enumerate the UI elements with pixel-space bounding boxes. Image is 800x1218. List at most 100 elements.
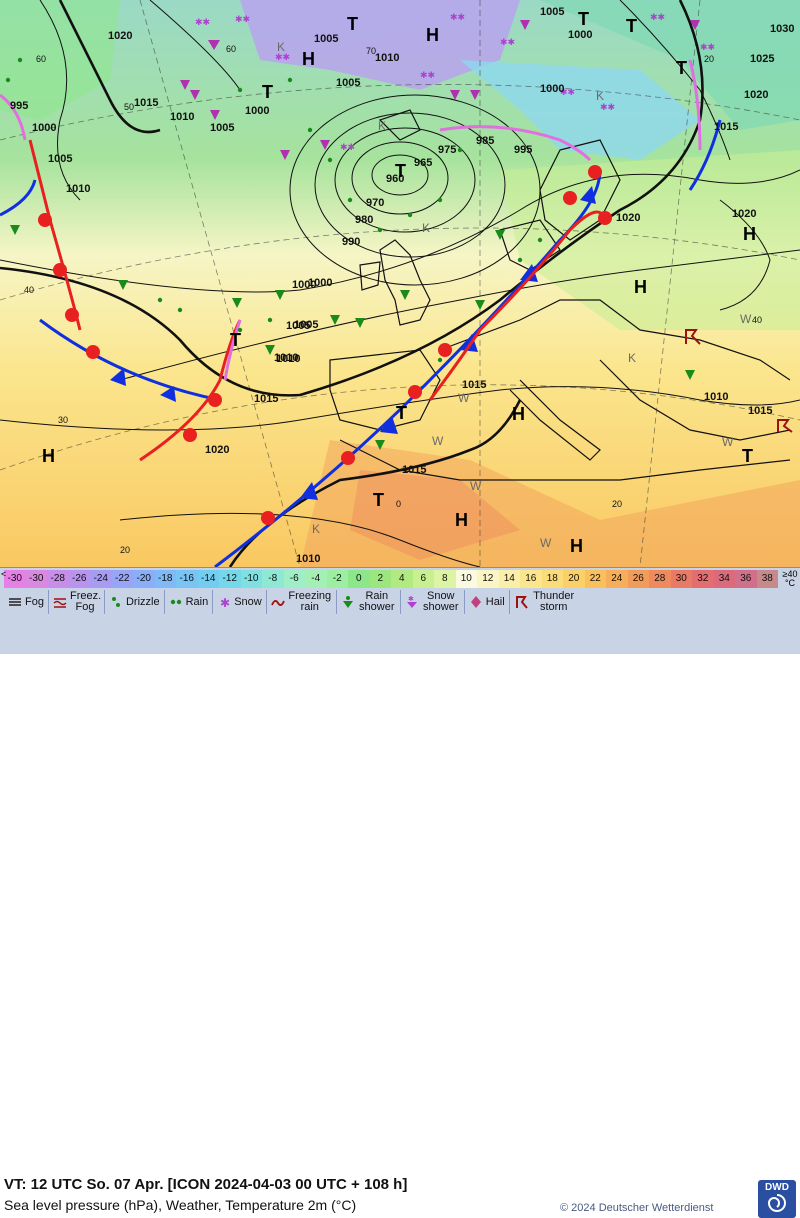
scale-cell: -16 <box>176 570 198 588</box>
legend-label: Snow shower <box>423 590 459 613</box>
scale-cell: 4 <box>391 570 413 588</box>
temperature-label: 0 <box>396 499 401 509</box>
pressure-label: 1000 <box>245 105 269 117</box>
temperature-label: 50 <box>124 102 134 112</box>
svg-text:✱✱: ✱✱ <box>650 13 665 23</box>
cold-front-triangles <box>110 186 596 500</box>
scale-cell: -8 <box>262 570 284 588</box>
svg-text:✱✱: ✱✱ <box>340 143 355 153</box>
temperature-label: 40 <box>752 315 762 325</box>
temperature-label: 60 <box>226 44 236 54</box>
rain-shower-icon <box>341 595 355 609</box>
scale-cell: 18 <box>541 570 563 588</box>
pressure-label: 980 <box>355 214 373 226</box>
scale-cell: 24 <box>606 570 628 588</box>
pressure-label: 1010 <box>296 553 320 565</box>
legend-snow: ✱ Snow <box>213 590 267 614</box>
pressure-label: 970 <box>366 197 384 209</box>
temperature-label: 20 <box>612 499 622 509</box>
valid-time: VT: 12 UTC So. 07 Apr. [ICON 2024-04-03 … <box>4 1176 408 1193</box>
legend-label: Snow <box>234 595 262 608</box>
scale-cell: -14 <box>197 570 219 588</box>
legend-rain: Rain <box>165 590 214 614</box>
pressure-label: 1005 <box>314 33 338 45</box>
low-center: T <box>395 161 406 181</box>
scale-cell: -6 <box>283 570 305 588</box>
svg-text:✱✱: ✱✱ <box>420 71 435 81</box>
low-center: T <box>626 16 637 36</box>
scale-cell: 14 <box>498 570 520 588</box>
scale-cell: 26 <box>627 570 649 588</box>
high-center: H <box>570 536 583 556</box>
pressure-label: 1010 <box>276 353 300 365</box>
legend-snow-shower: ✱ Snow shower <box>401 590 465 614</box>
pressure-label: 1010 <box>704 391 728 403</box>
warm-marker: W <box>740 312 752 326</box>
pressure-label: 1020 <box>732 208 756 220</box>
scale-cell: 6 <box>412 570 434 588</box>
hail-icon <box>469 595 483 609</box>
low-center: T <box>373 490 384 510</box>
pressure-label: 1010 <box>375 52 399 64</box>
pressure-label: 965 <box>414 157 432 169</box>
pressure-label: 1000 <box>540 83 564 95</box>
legend-label: Thunder storm <box>533 590 575 613</box>
rain-icon <box>169 595 183 609</box>
cold-marker: K <box>596 89 604 103</box>
scale-cell: -20 <box>133 570 155 588</box>
snow-shower-icon: ✱ <box>405 595 419 609</box>
warm-marker: W <box>470 479 482 493</box>
low-center: T <box>230 330 241 350</box>
scale-cell: -26 <box>68 570 90 588</box>
warm-front-semicircles <box>38 165 612 525</box>
pressure-label: 1025 <box>750 53 774 65</box>
dwd-swirl-icon <box>767 1194 786 1212</box>
legend-panel: < -30 -30 -28 -26 -24 -22 -20 -18 -16 -1… <box>0 567 800 1218</box>
cold-marker: K <box>422 221 430 235</box>
pressure-label: 995 <box>514 144 532 156</box>
legend-label: Rain shower <box>359 590 395 613</box>
temperature-label: 20 <box>704 54 714 64</box>
scale-cell: -24 <box>90 570 112 588</box>
pressure-label: 1010 <box>66 183 90 195</box>
scale-cell: 10 <box>455 570 477 588</box>
temperature-label: 20 <box>120 545 130 555</box>
scale-cell: 32 <box>692 570 714 588</box>
pressure-labels: 1020 1005 1005 1000 1030 1025 1020 1015 … <box>10 6 794 565</box>
dwd-logo: DWD <box>758 1180 796 1218</box>
pressure-label: 1005 <box>336 77 360 89</box>
drizzle-icon <box>109 595 123 609</box>
svg-text:✱✱: ✱✱ <box>450 13 465 23</box>
pressure-label: 985 <box>476 135 494 147</box>
pressure-label: 1020 <box>108 30 132 42</box>
scale-cell: -28 <box>47 570 69 588</box>
pressure-label: 1015 <box>748 405 772 417</box>
svg-text:✱✱: ✱✱ <box>500 38 515 48</box>
low-center: T <box>396 403 407 423</box>
cold-marker: K <box>312 522 320 536</box>
high-center: H <box>42 446 55 466</box>
cold-marker: K <box>628 351 636 365</box>
scale-cell: 2 <box>369 570 391 588</box>
legend-label: Freez. Fog <box>69 590 102 613</box>
freezing-rain-icon <box>270 595 285 609</box>
scale-cell: 34 <box>713 570 735 588</box>
thunderstorm-symbols <box>685 329 793 433</box>
pressure-label: 1015 <box>254 393 278 405</box>
occlusion-front <box>0 59 702 381</box>
low-center: T <box>347 14 358 34</box>
pressure-centers: H H H H H H H H T T T T T T T T T T <box>42 9 756 556</box>
high-center: H <box>634 277 647 297</box>
pressure-label: 1020 <box>205 444 229 456</box>
temperature-labels: 60 50 40 30 20 60 70 40 20 0 20 <box>24 44 762 555</box>
legend-fog: Fog <box>4 590 49 614</box>
scale-cell: 30 <box>670 570 692 588</box>
scale-unit: ≥40 °C <box>782 569 798 588</box>
pressure-label: 1005 <box>286 320 310 332</box>
pressure-label: 1000 <box>308 277 332 289</box>
cold-marker: K <box>378 119 386 133</box>
pressure-label: 1010 <box>274 352 298 364</box>
scale-cell: 20 <box>563 570 585 588</box>
pressure-label: 1010 <box>170 111 194 123</box>
legend-hail: Hail <box>465 590 510 614</box>
